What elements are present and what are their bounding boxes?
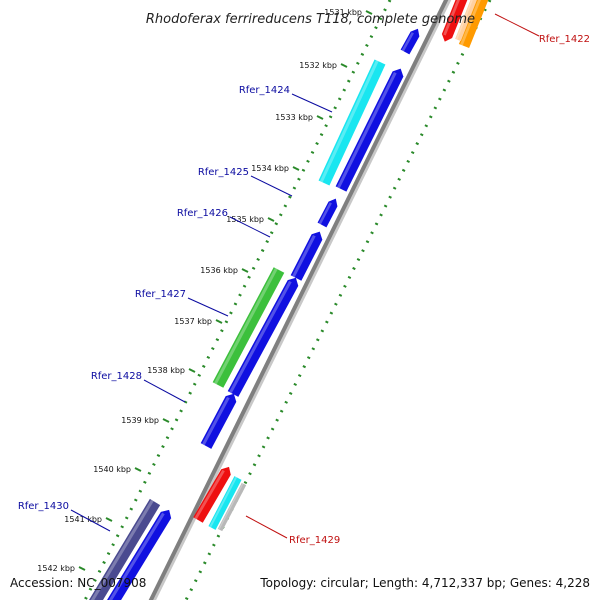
gene-leader-line [229, 216, 271, 238]
tick-mark [365, 10, 373, 15]
gene-rfer-1427[interactable] [212, 267, 285, 388]
tick-mark [105, 517, 113, 522]
gene-arrow[interactable] [441, 0, 468, 42]
tick-label: 1541 kbp [64, 515, 102, 524]
tick-mark [292, 166, 300, 171]
gene-highlight[interactable] [455, 0, 479, 42]
tick-mark [267, 217, 275, 222]
gene-labels: Rfer_1422 Rfer_1424 Rfer_1425 Rfer_1426 Rfer… [18, 13, 590, 546]
gene-arrow[interactable] [208, 476, 242, 530]
tick-label: 1537 kbp [174, 317, 212, 326]
gene-rfer-1424[interactable] [318, 59, 386, 186]
gene-leader-line [70, 509, 111, 532]
gene-label-rfer-1422[interactable]: Rfer_1422 [539, 34, 590, 45]
tick-mark [188, 368, 196, 373]
tick-label: 1531 kbp [324, 8, 362, 17]
gene-leader-line [187, 297, 229, 317]
tick-label: 1536 kbp [200, 266, 238, 275]
tick-label: 1539 kbp [121, 416, 159, 425]
gene-label-rfer-1424[interactable]: Rfer_1424 [239, 85, 290, 96]
inner-dotted-track [83, 0, 392, 600]
gene-label-rfer-1429[interactable]: Rfer_1429 [289, 535, 340, 546]
tick-label: 1532 kbp [299, 61, 337, 70]
genome-title: Rhodoferax ferrireducens T118, complete … [146, 12, 475, 27]
gene-label-rfer-1430[interactable]: Rfer_1430 [18, 501, 69, 512]
gene-label-rfer-1428[interactable]: Rfer_1428 [91, 371, 142, 382]
gene-leader-line [245, 515, 288, 539]
tick-mark [316, 115, 324, 120]
gene-label-rfer-1425[interactable]: Rfer_1425 [198, 167, 249, 178]
gene-label-rfer-1426[interactable]: Rfer_1426 [177, 208, 228, 219]
gene-leader-line [291, 93, 333, 113]
gene-rfer-1430[interactable] [88, 498, 161, 600]
genome-backbone [148, 0, 449, 600]
gene-arrow[interactable] [227, 277, 299, 397]
tick-labels: 1531 kbp 1532 kbp 1533 kbp 1534 kbp 1535 kbp… [37, 8, 362, 573]
gene-arrow[interactable] [400, 28, 420, 55]
gene-arrow[interactable] [217, 482, 247, 532]
tick-mark [162, 418, 170, 423]
gene-leader-line [250, 175, 293, 197]
tick-label: 1538 kbp [147, 366, 185, 375]
tick-label: 1535 kbp [226, 215, 264, 224]
tick-label: 1540 kbp [93, 465, 131, 474]
gene-arrow[interactable] [317, 198, 338, 228]
gene-leader-line [143, 379, 186, 403]
gene-arrow[interactable] [106, 509, 172, 600]
gene-rfer-1429[interactable] [193, 466, 231, 523]
gene-features [88, 0, 489, 600]
tick-label: 1534 kbp [251, 164, 289, 173]
tick-label: 1542 kbp [37, 564, 75, 573]
gene-leader-line [494, 13, 540, 37]
gene-arrow[interactable] [200, 393, 237, 449]
tick-mark [241, 268, 249, 273]
gene-arrow[interactable] [290, 231, 323, 281]
tick-mark [134, 467, 142, 472]
gene-rfer-1422[interactable] [458, 0, 489, 49]
tick-mark [78, 566, 86, 571]
gene-arrow[interactable] [335, 68, 404, 192]
topology-summary: Topology: circular; Length: 4,712,337 bp… [260, 576, 590, 590]
tick-marks [78, 10, 373, 571]
tick-mark [340, 63, 348, 68]
tick-mark [215, 319, 223, 324]
gene-label-rfer-1427[interactable]: Rfer_1427 [135, 289, 186, 300]
tick-label: 1533 kbp [275, 113, 313, 122]
accession-label: Accession: NC_007908 [10, 576, 147, 590]
